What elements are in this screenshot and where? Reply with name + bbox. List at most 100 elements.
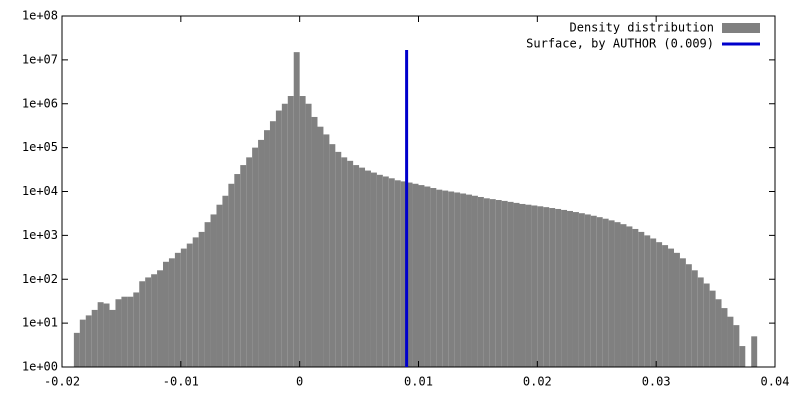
bar [168, 258, 175, 367]
bar [406, 182, 413, 367]
x-tick-label: -0.01 [163, 375, 199, 389]
plot-border [61, 15, 776, 368]
x-tick-label: 0.04 [761, 375, 790, 389]
bar [252, 147, 259, 367]
bar [543, 207, 550, 367]
bar [537, 206, 544, 367]
bar [91, 309, 98, 367]
bar [691, 270, 698, 367]
bar [727, 316, 734, 367]
y-tick-label: 1e+08 [22, 9, 58, 23]
bar [626, 226, 633, 367]
y-tick-label: 1e+07 [22, 52, 58, 66]
bar [739, 346, 746, 367]
bar [79, 319, 86, 367]
bar [525, 204, 532, 367]
bar [204, 222, 211, 367]
bar [709, 290, 716, 367]
bar [228, 183, 235, 367]
bar [275, 110, 282, 367]
bar [454, 192, 461, 367]
legend-label: Surface, by AUTHOR (0.009) [526, 37, 714, 51]
bar [305, 103, 312, 367]
bar [323, 134, 330, 367]
bar [258, 139, 265, 367]
bar [644, 235, 651, 367]
bar [115, 299, 122, 367]
bar [555, 208, 562, 367]
bars [73, 52, 758, 368]
bar [608, 220, 615, 367]
bar [329, 144, 336, 367]
bar [733, 325, 740, 367]
bar [376, 174, 383, 367]
bar [715, 299, 722, 367]
bar [293, 52, 300, 368]
bar [163, 261, 169, 367]
bar [388, 178, 395, 367]
bar [489, 199, 496, 367]
x-tick-label: -0.02 [44, 375, 80, 389]
bar [531, 205, 538, 367]
y-tick-label: 1e+02 [22, 272, 58, 286]
bar [157, 270, 164, 367]
bar [590, 215, 597, 367]
legend-label: Density distribution [570, 21, 715, 35]
bar [673, 252, 680, 367]
bar [234, 174, 241, 367]
bar [85, 315, 92, 367]
bar [697, 277, 704, 367]
bar [269, 121, 276, 367]
bar [73, 332, 80, 367]
bar [501, 200, 508, 367]
bar [109, 309, 116, 367]
bar [650, 238, 657, 367]
bar [174, 252, 181, 367]
x-tick-label: 0.03 [642, 375, 671, 389]
bar [127, 296, 134, 367]
bar [596, 217, 603, 367]
bar [721, 308, 728, 367]
x-tick-label: 0.02 [523, 375, 552, 389]
bar [151, 274, 158, 367]
bar [192, 237, 199, 367]
x-tick-label: 0 [296, 375, 303, 389]
y-tick-label: 1e+06 [22, 96, 58, 110]
bar [412, 183, 419, 367]
bar [519, 203, 526, 367]
bar [430, 188, 437, 367]
bar [139, 281, 146, 367]
bar [281, 103, 288, 367]
bar [584, 214, 591, 367]
bar [240, 165, 247, 367]
bar [662, 245, 669, 367]
bar [103, 303, 110, 367]
bar [572, 212, 579, 367]
bar [442, 190, 449, 367]
bar [222, 195, 229, 367]
bar [703, 283, 710, 367]
bar [365, 170, 371, 367]
x-tick-label: 0.01 [404, 375, 433, 389]
bar [507, 201, 514, 367]
y-tick-label: 1e+01 [22, 316, 58, 330]
bar [97, 302, 104, 367]
bar [394, 180, 401, 367]
axes: 1e+00 1e+01 1e+02 1e+03 1e+04 1e+05 1e+06 1e+07… [22, 9, 790, 389]
y-tick-label: 1e+00 [22, 360, 58, 374]
bar [424, 186, 431, 367]
bar [632, 228, 639, 367]
bar [359, 167, 366, 367]
bar [448, 191, 455, 367]
bar [477, 196, 484, 367]
legend-swatch [722, 23, 760, 33]
bar [460, 193, 467, 367]
bar [400, 181, 407, 367]
bar [382, 176, 389, 367]
bar [347, 160, 354, 367]
bar [370, 172, 377, 367]
bar [638, 231, 645, 367]
bar [299, 96, 306, 368]
bar [216, 204, 223, 367]
